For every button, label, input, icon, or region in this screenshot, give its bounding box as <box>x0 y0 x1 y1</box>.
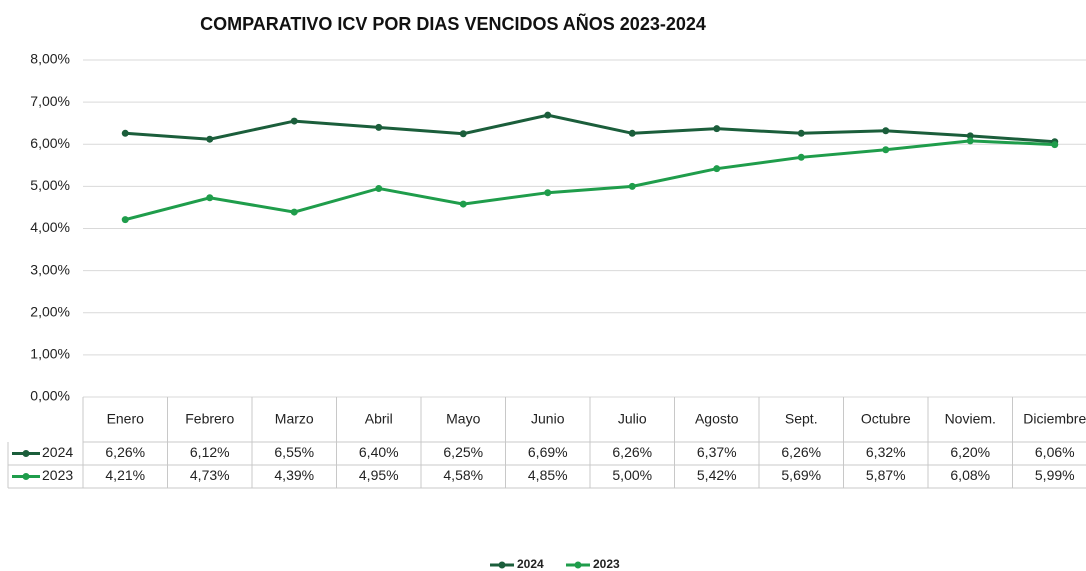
x-tick-label: Noviem. <box>945 411 996 427</box>
y-tick-label: 3,00% <box>30 261 70 277</box>
y-tick-label: 5,00% <box>30 177 70 193</box>
legend-label: 2023 <box>593 557 620 571</box>
table-value: 6,26% <box>105 444 145 460</box>
x-tick-label: Sept. <box>785 411 818 427</box>
x-tick-label: Octubre <box>861 411 911 427</box>
x-tick-label: Agosto <box>695 411 739 427</box>
table-value: 6,12% <box>190 444 230 460</box>
data-point <box>713 125 721 133</box>
data-point <box>459 200 467 208</box>
data-point <box>121 129 129 137</box>
x-tick-label: Diciembre <box>1023 411 1086 427</box>
table-value: 5,42% <box>697 467 737 483</box>
legend-key <box>574 561 582 569</box>
data-point <box>1051 141 1059 149</box>
data-point <box>966 137 974 145</box>
data-point <box>459 130 467 138</box>
x-tick-label: Febrero <box>185 411 234 427</box>
x-tick-label: Abril <box>365 411 393 427</box>
x-tick-label: Junio <box>531 411 565 427</box>
data-point <box>290 208 298 216</box>
y-tick-label: 8,00% <box>30 51 70 67</box>
data-point <box>797 153 805 161</box>
table-value: 6,69% <box>528 444 568 460</box>
y-tick-label: 7,00% <box>30 93 70 109</box>
table-series-name: 2023 <box>42 467 73 483</box>
y-tick-label: 2,00% <box>30 303 70 319</box>
table-value: 4,39% <box>274 467 314 483</box>
table-value: 5,00% <box>612 467 652 483</box>
data-point <box>628 182 636 190</box>
series-line <box>124 139 1055 222</box>
table-value: 6,40% <box>359 444 399 460</box>
series-line <box>125 113 1055 144</box>
table-legend-key <box>22 473 30 480</box>
data-point <box>628 129 636 137</box>
table-value: 6,32% <box>866 444 906 460</box>
table-value: 6,55% <box>274 444 314 460</box>
data-point <box>375 184 383 192</box>
chart-title: COMPARATIVO ICV POR DIAS VENCIDOS AÑOS 2… <box>200 13 706 34</box>
data-point <box>544 189 552 197</box>
x-tick-label: Marzo <box>275 411 314 427</box>
table-value: 6,08% <box>950 467 990 483</box>
data-point <box>121 216 129 224</box>
table-value: 4,95% <box>359 467 399 483</box>
table-value: 4,58% <box>443 467 483 483</box>
data-point <box>206 194 214 202</box>
data-point <box>882 127 890 135</box>
y-tick-label: 0,00% <box>30 388 70 404</box>
table-value: 4,21% <box>105 467 145 483</box>
data-point <box>544 111 552 119</box>
data-point <box>797 129 805 137</box>
x-tick-label: Julio <box>618 411 647 427</box>
table-value: 6,26% <box>612 444 652 460</box>
x-tick-label: Enero <box>107 411 145 427</box>
data-point <box>882 146 890 154</box>
data-point <box>713 165 721 173</box>
table-legend-key <box>22 450 30 457</box>
y-tick-label: 1,00% <box>30 346 70 362</box>
table-value: 6,37% <box>697 444 737 460</box>
table-value: 6,20% <box>950 444 990 460</box>
data-point <box>290 117 298 125</box>
data-point <box>206 135 214 143</box>
legend-key <box>498 561 506 569</box>
table-value: 4,73% <box>190 467 230 483</box>
table-value: 6,26% <box>781 444 821 460</box>
table-value: 5,99% <box>1035 467 1075 483</box>
table-value: 5,87% <box>866 467 906 483</box>
legend-label: 2024 <box>517 557 544 571</box>
table-value: 6,06% <box>1035 444 1075 460</box>
table-value: 4,85% <box>528 467 568 483</box>
table-value: 5,69% <box>781 467 821 483</box>
table-series-name: 2024 <box>42 444 73 460</box>
data-point <box>375 123 383 131</box>
data-point <box>966 132 974 140</box>
table-value: 6,25% <box>443 444 483 460</box>
y-tick-label: 6,00% <box>30 135 70 151</box>
y-tick-label: 4,00% <box>30 219 70 235</box>
x-tick-label: Mayo <box>446 411 480 427</box>
